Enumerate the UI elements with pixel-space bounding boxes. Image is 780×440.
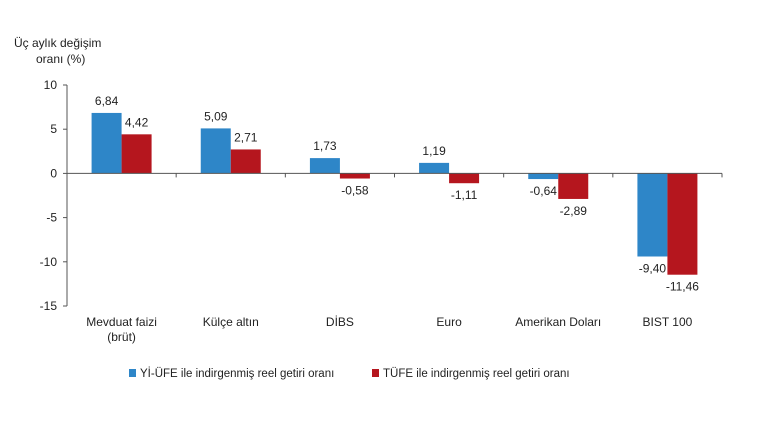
legend: Yİ-ÜFE ile indirgenmiş reel getiri oranı…	[129, 367, 570, 380]
x-category-label: BIST 100	[643, 315, 693, 329]
bar-series-2-6	[667, 173, 698, 275]
y-axis-title-line-1: Üç aylık değişim	[14, 36, 101, 50]
y-tick-label: -10	[40, 255, 58, 269]
legend-swatch	[372, 369, 379, 377]
data-label: 2,71	[234, 130, 258, 144]
bar-series-2-1	[121, 134, 152, 174]
data-label: -2,89	[560, 204, 588, 218]
y-tick-label: 5	[50, 122, 57, 136]
bar-series-1-1	[91, 112, 122, 174]
bar-series-1-3	[309, 158, 340, 174]
legend-swatch	[129, 369, 136, 377]
bar-series-1-2	[200, 128, 231, 174]
legend-label: Yİ-ÜFE ile indirgenmiş reel getiri oranı	[140, 367, 334, 380]
bar-series-2-2	[230, 149, 261, 174]
y-axis-title: Üç aylık değişim oranı (%)	[14, 36, 101, 66]
data-label: -9,40	[639, 261, 667, 275]
data-label: 1,73	[313, 139, 337, 153]
y-tick-label: 0	[50, 166, 57, 180]
y-tick-label: -15	[40, 299, 58, 313]
x-category-label: Euro	[436, 315, 462, 329]
data-label: 6,84	[95, 94, 119, 108]
x-category-label: Amerikan Doları	[515, 315, 601, 329]
data-labels: 6,844,42 5,092,711,73-0,581,19-1,11 -0,64-…	[95, 94, 699, 294]
x-axis-labels: Mevduat faizi(brüt) Külçe altın DİBS Euro Am…	[86, 315, 692, 344]
data-label: 1,19	[422, 144, 446, 158]
data-label: -11,46	[666, 280, 699, 294]
y-axis: 10 5 0 -5 -10 -15	[40, 78, 68, 313]
x-category-label: DİBS	[326, 315, 354, 329]
bar-series-1-4	[419, 162, 450, 174]
x-category-label: (brüt)	[107, 330, 136, 344]
data-label: -1,11	[451, 188, 478, 202]
bar-series-2-3	[339, 173, 370, 179]
bar-series-1-5	[528, 173, 559, 180]
bar-series-1-6	[637, 173, 668, 257]
bar-series-2-5	[558, 173, 589, 199]
zero-line	[66, 172, 723, 178]
y-tick-label: -5	[46, 211, 57, 225]
data-label: -0,64	[530, 184, 558, 198]
bars	[91, 112, 698, 275]
data-label: 5,09	[204, 109, 228, 123]
y-tick-label: 10	[44, 78, 58, 92]
y-axis-title-line-2: oranı (%)	[36, 52, 85, 66]
data-label: 4,42	[125, 115, 149, 129]
data-label: -0,58	[341, 184, 369, 198]
x-category-label: Külçe altın	[203, 315, 259, 329]
legend-label: TÜFE ile indirgenmiş reel getiri oranı	[383, 368, 570, 380]
bar-series-2-4	[449, 173, 480, 184]
x-category-label: Mevduat faizi	[86, 315, 157, 329]
